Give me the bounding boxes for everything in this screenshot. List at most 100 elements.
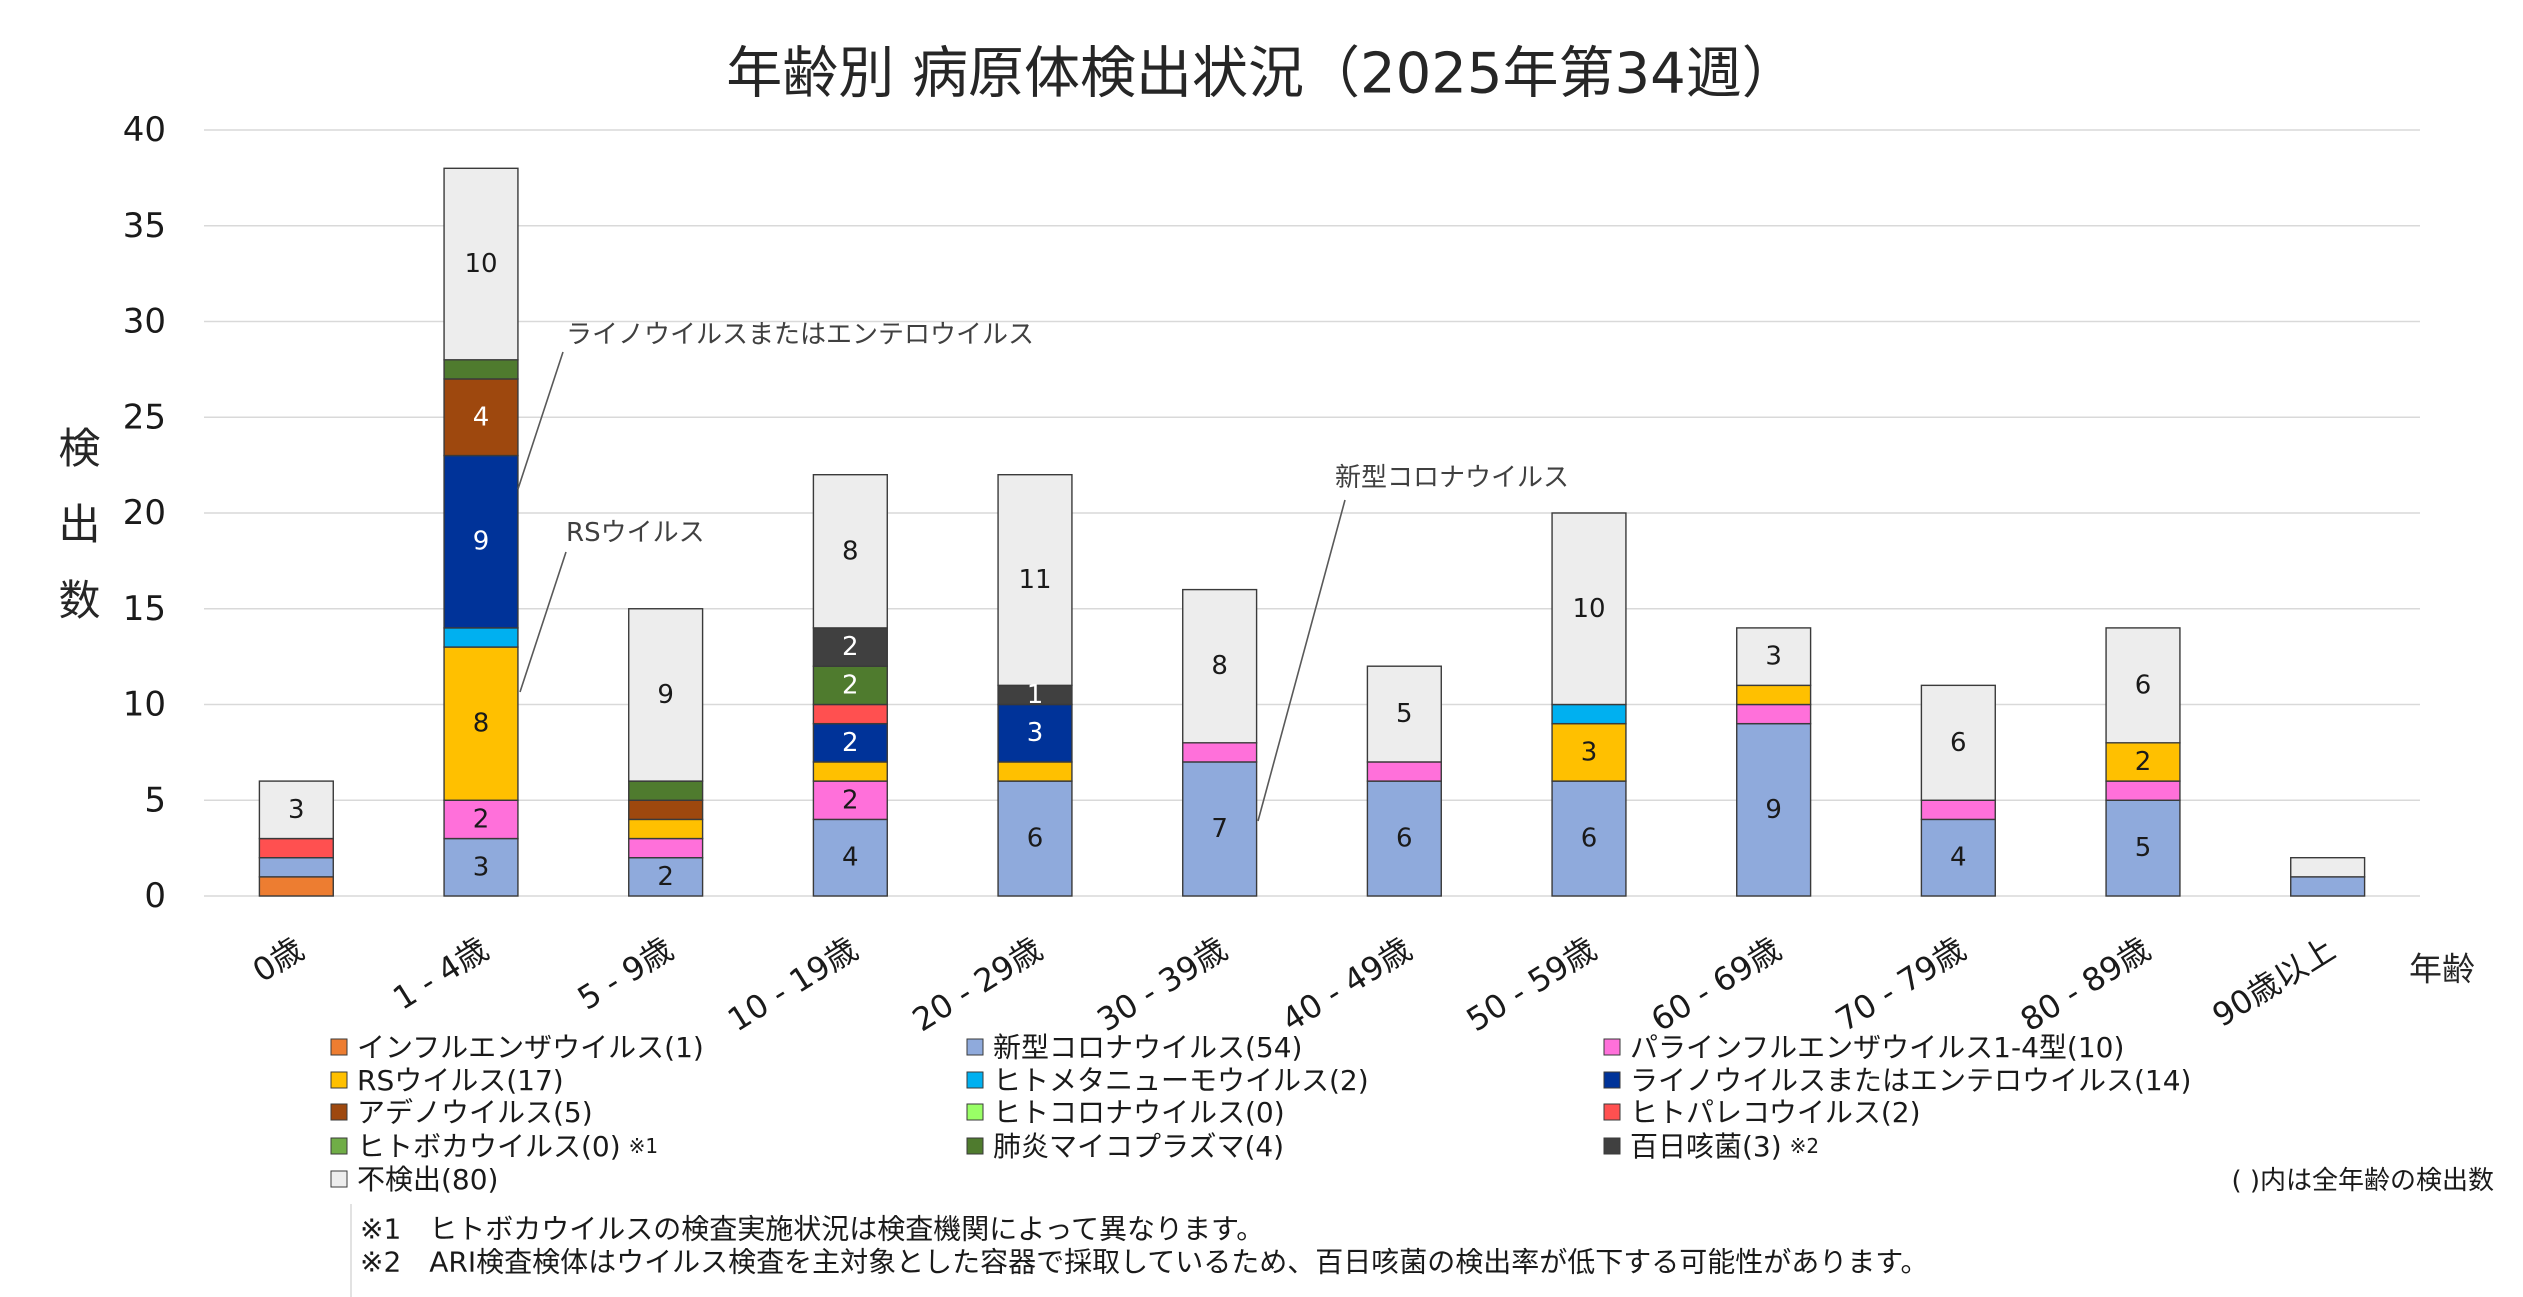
bar-segment-6-1 (1366, 780, 1442, 897)
bar-segment-6-12 (1366, 665, 1442, 763)
legend-marker-12 (330, 1170, 348, 1188)
bar-segment-2-6 (628, 799, 704, 821)
legend-label-text-1: 新型コロナウイルス(54) (993, 1031, 1302, 1064)
bar-segment-5-2 (1182, 742, 1258, 763)
legend-label-5: ライノウイルスまたはエンテロウイルス(14) (1630, 1064, 2191, 1097)
bar-segment-3-1 (812, 818, 888, 897)
legend-label-11: 百日咳菌(3) ※2 (1630, 1130, 1819, 1163)
legend-item-2: パラインフルエンザウイルス1-4型(10) (1603, 1031, 2124, 1064)
data-label-2-12: 9 (657, 680, 674, 710)
data-label-3-11: 2 (842, 632, 859, 662)
legend-label-6: アデノウイルス(5) (357, 1096, 593, 1129)
bar-segment-1-10 (443, 359, 519, 380)
bar-segment-2-1 (628, 857, 704, 897)
annotation-rhinovirus: ライノウイルスまたはエンテロウイルス (566, 320, 1034, 350)
x-axis-title: 年齢 (2409, 950, 2475, 989)
x-tick-label-2: 5 - 9歳 (571, 930, 680, 1018)
legend-label-text-8: ヒトパレコウイルス(2) (1630, 1096, 1921, 1129)
legend-note-mark-11: ※2 (1790, 1134, 1819, 1158)
bars (258, 167, 2366, 897)
data-label-2-1: 2 (657, 862, 674, 892)
data-label-1-3: 8 (473, 709, 490, 739)
y-tick-label-2: 10 (123, 685, 166, 725)
bar-segment-3-12 (812, 474, 888, 629)
legend-label-text-6: アデノウイルス(5) (357, 1096, 593, 1129)
bar-segment-9-2 (1920, 799, 1996, 821)
legend-label-text-12: 不検出(80) (357, 1163, 498, 1196)
data-label-1-1: 3 (473, 852, 490, 882)
footnote-1: ※1 ヒトボカウイルスの検査実施状況は検査機関によって異なります。 (360, 1213, 1264, 1246)
legend-marker-3 (330, 1071, 348, 1089)
legend-label-text-4: ヒトメタニューモウイルス(2) (993, 1064, 1369, 1097)
data-label-7-1: 6 (1581, 824, 1598, 854)
bar-segment-10-3 (2105, 742, 2181, 782)
data-label-4-5: 3 (1027, 718, 1044, 748)
legend: インフルエンザウイルス(1) 新型コロナウイルス(54) パラインフルエンザウイルス… (330, 1031, 2191, 1196)
data-label-7-12: 10 (1572, 594, 1605, 624)
bar-segment-3-2 (812, 780, 888, 821)
legend-item-12: 不検出(80) (330, 1163, 498, 1196)
x-tick-label-3: 10 - 19歳 (721, 930, 864, 1039)
legend-label-12: 不検出(80) (357, 1163, 498, 1196)
data-label-1-6: 4 (473, 402, 490, 432)
legend-label-text-10: 肺炎マイコプラズマ(4) (993, 1130, 1284, 1163)
data-label-10-1: 5 (2135, 833, 2152, 863)
bar-segment-5-1 (1182, 761, 1258, 897)
data-label-4-12: 11 (1018, 565, 1051, 595)
data-label-8-12: 3 (1765, 642, 1782, 672)
x-axis-ticks: 0歳 1 - 4歳 5 - 9歳 10 - 19歳 20 - 29歳 30 - 39歳 40… (246, 930, 2342, 1039)
legend-label-9: ヒトボカウイルス(0) ※1 (357, 1130, 658, 1163)
annotation-leader-line-rsv (519, 551, 567, 693)
data-label-4-1: 6 (1027, 824, 1044, 854)
legend-item-5: ライノウイルスまたはエンテロウイルス(14) (1603, 1064, 2191, 1097)
data-label-1-5: 9 (473, 527, 490, 557)
legend-item-4: ヒトメタニューモウイルス(2) (966, 1064, 1369, 1097)
legend-marker-4 (966, 1071, 984, 1089)
data-label-3-5: 2 (842, 728, 859, 758)
data-label-3-2: 2 (842, 785, 859, 815)
bar-segment-1-6 (443, 378, 519, 457)
bar-segment-7-1 (1551, 780, 1627, 897)
bar-segment-11-1 (2290, 876, 2366, 897)
bar-segment-7-4 (1551, 703, 1627, 725)
data-label-7-3: 3 (1581, 737, 1598, 767)
legend-item-7: ヒトコロナウイルス(0) (966, 1096, 1285, 1129)
bar-segment-7-12 (1551, 512, 1627, 706)
legend-marker-11 (1603, 1137, 1621, 1155)
data-label-6-1: 6 (1396, 824, 1413, 854)
x-tick-label-4: 20 - 29歳 (906, 930, 1049, 1039)
legend-item-1: 新型コロナウイルス(54) (966, 1031, 1302, 1064)
bar-segment-2-10 (628, 780, 704, 801)
legend-marker-6 (330, 1103, 348, 1121)
y-tick-label-5: 25 (123, 397, 166, 437)
y-axis-ticks: 0 5 10 15 20 25 30 35 40 (123, 110, 166, 916)
bar-segment-11-12 (2290, 857, 2366, 878)
bar-segment-10-12 (2105, 627, 2181, 744)
x-tick-label-10: 80 - 89歳 (2014, 930, 2157, 1039)
data-label-6-12: 5 (1396, 699, 1413, 729)
bar-segment-2-12 (628, 608, 704, 782)
legend-item-6: アデノウイルス(5) (330, 1096, 593, 1129)
bar-segment-0-1 (258, 857, 334, 878)
bar-segment-2-3 (628, 818, 704, 840)
data-label-0-12: 3 (288, 795, 305, 825)
legend-label-text-9: ヒトボカウイルス(0) (357, 1130, 621, 1163)
annotations: ライノウイルスまたはエンテロウイルス RSウイルス 新型コロナウイルス (517, 320, 1569, 822)
data-label-5-12: 8 (1211, 651, 1228, 681)
legend-label-text-0: インフルエンザウイルス(1) (357, 1031, 704, 1064)
x-tick-label-5: 30 - 39歳 (1090, 930, 1233, 1039)
bar-segment-8-2 (1736, 703, 1812, 725)
x-tick-label-9: 70 - 79歳 (1829, 930, 1972, 1039)
y-tick-label-0: 0 (144, 876, 166, 916)
legend-label-text-7: ヒトコロナウイルス(0) (993, 1096, 1285, 1129)
y-tick-label-8: 40 (123, 110, 166, 150)
legend-item-10: 肺炎マイコプラズマ(4) (966, 1130, 1284, 1163)
bar-segment-0-8 (258, 837, 334, 859)
x-tick-label-11: 90歳以上 (2206, 930, 2342, 1035)
bar-segment-5-12 (1182, 588, 1258, 744)
bar-segment-3-3 (812, 761, 888, 782)
bar-segment-6-2 (1366, 761, 1442, 782)
